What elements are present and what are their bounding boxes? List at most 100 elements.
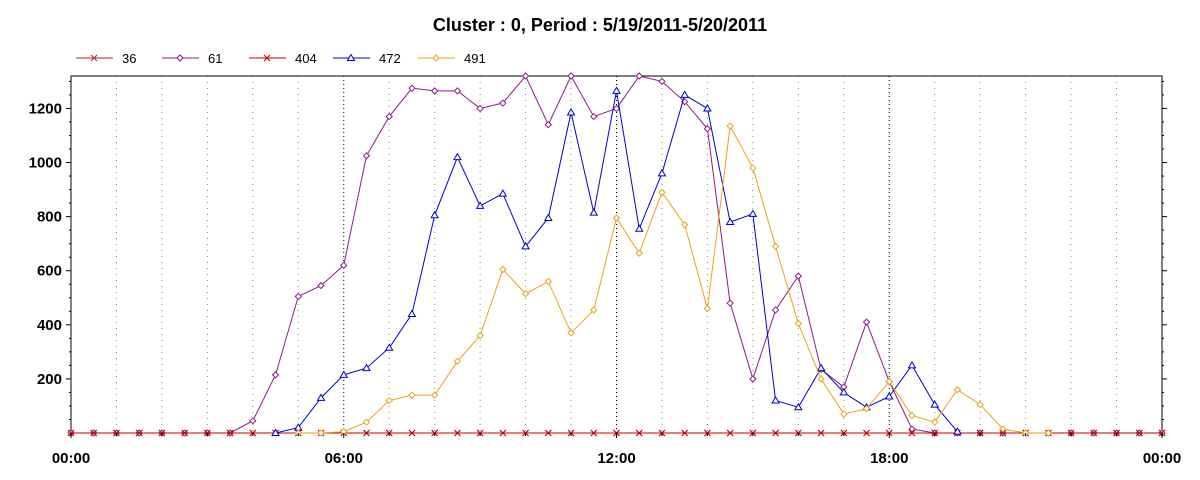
data-point-472 (703, 103, 712, 112)
legend-swatch-marker (346, 53, 356, 61)
y-tick-label: 400 (37, 317, 62, 334)
data-point-491 (317, 429, 325, 437)
data-point-404 (999, 429, 1007, 437)
data-point-61 (294, 292, 302, 301)
data-point-472 (566, 108, 576, 116)
data-point-491 (453, 357, 462, 366)
legend-label: 491 (464, 51, 486, 66)
y-tick-label: 600 (37, 263, 62, 280)
series-line-472 (275, 90, 958, 434)
data-point-61 (521, 72, 530, 80)
plot-area-frame (70, 75, 1163, 434)
data-point-472 (339, 370, 349, 378)
data-point-472 (498, 189, 508, 197)
data-point-61 (499, 99, 507, 107)
data-point-491 (385, 396, 393, 405)
x-tick-label: 06:00 (325, 450, 363, 467)
series-491 (294, 122, 1053, 437)
data-point-491 (703, 304, 712, 313)
data-point-491 (362, 418, 371, 426)
data-point-491 (567, 329, 575, 337)
data-point-472 (271, 428, 280, 436)
data-point-491 (680, 221, 689, 229)
data-point-472 (521, 241, 530, 250)
data-point-491 (430, 391, 439, 399)
data-point-404 (635, 429, 643, 437)
data-point-404 (908, 429, 916, 437)
data-point-61 (590, 112, 598, 121)
data-point-491 (771, 242, 780, 251)
data-point-404 (408, 429, 416, 437)
data-point-61 (771, 306, 780, 314)
data-point-472 (816, 363, 826, 372)
legend-item-61: 61 (162, 51, 222, 66)
data-point-404 (544, 429, 552, 437)
data-point-491 (817, 375, 825, 383)
data-point-491 (840, 410, 848, 418)
data-point-491 (612, 214, 621, 222)
chart-title: Cluster : 0, Period : 5/19/2011-5/20/201… (433, 15, 767, 35)
data-point-491 (590, 306, 598, 314)
series-61 (67, 72, 1166, 437)
x-tick-label: 00:00 (52, 450, 90, 467)
x-tick-label: 00:00 (1143, 450, 1181, 467)
legend-item-472: 472 (333, 51, 401, 66)
data-point-61 (908, 425, 916, 433)
data-point-61 (408, 84, 416, 92)
data-point-404 (817, 429, 825, 437)
data-point-404 (1135, 429, 1143, 437)
data-point-491 (976, 400, 984, 409)
data-point-491 (544, 277, 553, 286)
data-point-472 (953, 427, 962, 435)
data-point-472 (316, 393, 326, 401)
data-point-472 (748, 209, 758, 217)
legend-item-36: 36 (76, 51, 136, 66)
data-point-404 (499, 429, 507, 437)
legend-item-404: 404 (249, 51, 317, 66)
data-point-404 (454, 429, 461, 437)
data-point-61 (658, 77, 666, 86)
data-point-491 (635, 249, 643, 257)
data-point-61 (385, 112, 393, 121)
data-point-491 (908, 411, 916, 420)
legend-label: 404 (295, 51, 317, 66)
data-point-61 (862, 318, 871, 326)
legend: 36 61 404 472 491 (76, 51, 486, 66)
data-point-491 (749, 164, 757, 172)
legend-item-491: 491 (418, 51, 486, 66)
series-line-491 (298, 124, 1049, 434)
data-point-472 (543, 213, 553, 221)
legend-swatch-marker (176, 54, 184, 62)
data-point-61 (635, 72, 643, 80)
data-point-61 (749, 375, 757, 383)
data-point-472 (475, 201, 485, 209)
data-point-472 (384, 343, 394, 351)
data-point-61 (430, 87, 439, 95)
data-point-61 (612, 104, 621, 113)
data-point-61 (476, 104, 484, 113)
data-point-404 (681, 429, 689, 437)
data-point-61 (726, 299, 734, 307)
data-point-61 (544, 120, 553, 129)
data-point-472 (589, 208, 599, 216)
data-point-472 (680, 90, 690, 98)
data-point-61 (340, 261, 348, 270)
data-point-491 (658, 188, 666, 197)
data-point-491 (521, 290, 530, 298)
data-point-61 (271, 371, 280, 379)
legend-swatch-marker (263, 54, 271, 62)
data-point-61 (317, 281, 325, 290)
data-point-61 (703, 125, 712, 133)
data-point-491 (408, 391, 416, 399)
data-point-491 (476, 331, 484, 340)
data-point-472 (430, 210, 440, 219)
data-point-472 (725, 217, 735, 226)
data-point-491 (999, 425, 1007, 433)
data-point-491 (499, 265, 507, 274)
data-point-404 (181, 429, 188, 437)
legend-swatch-marker (90, 54, 98, 62)
data-point-472 (907, 360, 917, 369)
data-point-61 (453, 87, 462, 95)
gridlines (115, 76, 1118, 433)
data-point-404 (863, 429, 870, 437)
